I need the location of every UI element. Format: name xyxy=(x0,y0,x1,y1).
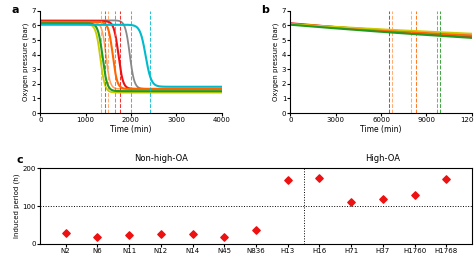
Text: c: c xyxy=(17,154,23,164)
Y-axis label: Induced period (h): Induced period (h) xyxy=(13,174,20,238)
Point xyxy=(411,192,419,197)
X-axis label: Time (min): Time (min) xyxy=(110,125,152,134)
Point xyxy=(252,227,260,232)
Y-axis label: Oxygen pressure (bar): Oxygen pressure (bar) xyxy=(273,23,279,101)
Text: High-OA: High-OA xyxy=(365,153,401,163)
Legend: N2, N6, N11, N12, N14, N45, N836: N2, N6, N11, N12, N14, N45, N836 xyxy=(291,9,321,59)
X-axis label: Time (min): Time (min) xyxy=(360,125,402,134)
Point xyxy=(442,177,450,181)
Point xyxy=(62,231,70,235)
Text: a: a xyxy=(11,5,19,15)
Point xyxy=(157,232,164,237)
Point xyxy=(220,235,228,240)
Y-axis label: Oxygen pressure (bar): Oxygen pressure (bar) xyxy=(22,23,29,101)
Text: Non-high-OA: Non-high-OA xyxy=(134,153,188,163)
Point xyxy=(125,233,133,237)
Point xyxy=(379,197,387,201)
Point xyxy=(316,176,323,180)
Point xyxy=(93,235,101,239)
Text: b: b xyxy=(261,5,269,15)
Point xyxy=(284,178,292,182)
Point xyxy=(189,232,196,237)
Point xyxy=(347,199,355,204)
